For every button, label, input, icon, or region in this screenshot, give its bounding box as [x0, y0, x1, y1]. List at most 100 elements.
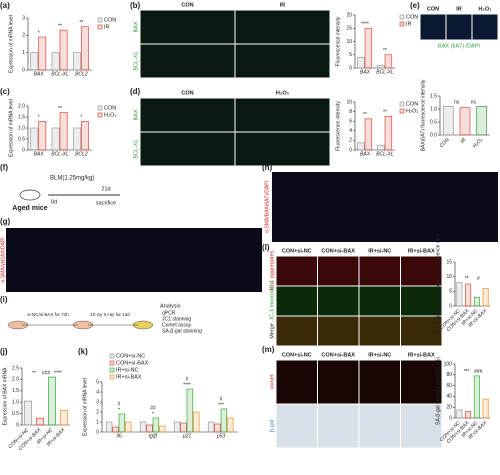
- micrograph: [235, 132, 330, 166]
- micrograph: [401, 286, 442, 316]
- significance: *: [118, 407, 120, 413]
- bar: [384, 116, 393, 151]
- legend-label: CON+si-NC: [116, 353, 145, 359]
- x-tick-label: H₂O₂: [472, 137, 484, 149]
- significance: ns: [471, 100, 477, 106]
- row-label: BCL-XL: [133, 51, 139, 70]
- y-tick-label: 10: [346, 99, 352, 105]
- x-tick-label: BCL2: [75, 151, 88, 157]
- micrograph: [235, 98, 330, 132]
- micrograph: [235, 10, 330, 44]
- x-tick-label: BAX: [360, 69, 371, 75]
- micrograph: [140, 44, 235, 78]
- x-tick-label: BCL2: [75, 71, 88, 77]
- bar: [105, 421, 113, 433]
- significance: ns: [454, 100, 460, 106]
- bar: [59, 29, 68, 71]
- legend-swatch: [109, 374, 115, 380]
- y-axis-label: SA-β-gal staining positivity (%): [435, 357, 441, 425]
- legend-swatch: [109, 367, 115, 373]
- y-tick-label: 1.0: [430, 106, 437, 112]
- y-tick-label: 8: [349, 109, 352, 115]
- analysis-item: JC1 stanning: [162, 316, 191, 322]
- caption: BAX (6A7) /DAPI: [438, 43, 480, 49]
- analysis-item: Comet assay: [162, 322, 192, 328]
- legend-label: IR+si-NC: [116, 367, 138, 373]
- bar: [473, 375, 480, 419]
- column-label: H₂O₂: [276, 90, 290, 96]
- bar: [112, 426, 119, 433]
- micrograph: [276, 404, 317, 448]
- bar: [118, 413, 126, 433]
- column-label: IR+si-NC: [368, 248, 391, 254]
- y-tick-label: 20: [346, 12, 352, 18]
- micrograph: [276, 286, 317, 316]
- bar: [207, 421, 215, 433]
- y-tick-label: 0: [96, 429, 99, 435]
- micrograph: [272, 172, 498, 242]
- significance: ***: [464, 369, 470, 375]
- y-tick-label: 0: [349, 65, 352, 71]
- bar: [357, 57, 365, 69]
- micrograph: [235, 44, 330, 78]
- x-tick-label: BAX: [34, 151, 45, 157]
- y-tick-label: 100: [444, 361, 453, 367]
- y-tick-label: 10: [346, 39, 352, 45]
- bar: [364, 118, 373, 151]
- analysis-item: SA-β-gal stanning: [162, 328, 202, 334]
- y-tick-label: 0: [16, 422, 19, 428]
- y-tick-label: 15: [446, 259, 452, 265]
- bar: [384, 54, 393, 69]
- bar: [193, 411, 200, 433]
- micrograph: [6, 228, 262, 292]
- bar: [36, 417, 44, 426]
- y-tick-label: 80: [446, 372, 452, 378]
- legend-swatch: [97, 24, 103, 30]
- column-label: CON+si-NC: [282, 352, 312, 358]
- bar: [139, 421, 147, 433]
- legend-swatch: [399, 21, 405, 27]
- bar: [24, 400, 32, 426]
- x-tick-label: p53: [216, 433, 226, 439]
- legend-swatch: [97, 105, 103, 111]
- x-tick-label: CON: [439, 137, 451, 149]
- row-label: comet: [269, 374, 275, 389]
- y-tick-label: 0: [449, 415, 452, 421]
- y-tick-label: 2: [349, 138, 352, 144]
- y-tick-label: 6: [349, 119, 352, 125]
- legend-swatch: [399, 14, 405, 20]
- micrograph: [140, 10, 235, 44]
- significance: **: [383, 110, 387, 116]
- legend-label: CON: [406, 101, 418, 107]
- y-tick-label: 40: [446, 394, 452, 400]
- bar: [60, 409, 68, 426]
- column-label: CON+si-BAX: [322, 248, 356, 254]
- y-tick-label: 1.5: [18, 114, 25, 120]
- bar: [442, 106, 454, 136]
- y-tick-label: 0: [22, 147, 25, 153]
- micrograph: [318, 256, 359, 286]
- significance: ###: [474, 369, 483, 375]
- panel-label: (g): [0, 217, 11, 226]
- y-axis-label: Expression of mRNA level: [8, 15, 14, 73]
- y-tick-label: 2: [96, 409, 99, 415]
- y-tick-label: 5: [96, 379, 99, 385]
- bar: [456, 409, 463, 419]
- dose: BLM(1.25mg/kg): [50, 176, 94, 182]
- significance: **: [79, 20, 83, 26]
- micrograph: [359, 316, 400, 346]
- y-axis-label: Expression of mRNA level: [8, 99, 14, 157]
- y-tick-label: 3: [22, 15, 25, 21]
- column-label: CON+si-BAX: [322, 352, 356, 358]
- legend-swatch: [109, 360, 115, 366]
- significance: #: [477, 276, 480, 282]
- bar: [51, 127, 60, 151]
- analysis-title: Analysis: [160, 303, 181, 309]
- legend-swatch: [97, 17, 103, 23]
- legend-label: IR+si-BAX: [116, 374, 142, 380]
- significance: ****: [54, 370, 62, 376]
- bar: [72, 52, 81, 71]
- row-label: BCL-XL: [133, 139, 139, 158]
- stain-label: α-SMA/γH2AX/DAPI: [0, 237, 6, 282]
- y-axis-label: Fluorescence intensity: [335, 16, 341, 66]
